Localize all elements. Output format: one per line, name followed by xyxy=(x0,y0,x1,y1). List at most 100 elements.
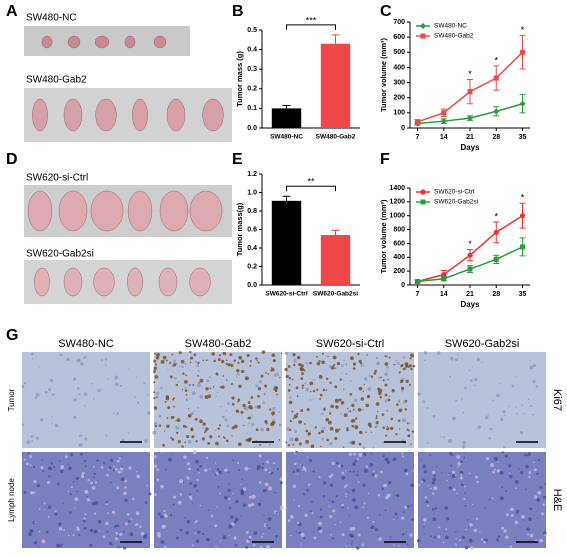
cell xyxy=(262,462,264,465)
cell xyxy=(411,430,415,433)
cell xyxy=(204,429,207,433)
cell xyxy=(432,414,436,418)
y-tick-label: 400 xyxy=(393,254,405,261)
cell xyxy=(188,467,191,471)
cell xyxy=(154,424,158,428)
cell xyxy=(192,384,195,387)
cell xyxy=(260,499,262,502)
cell xyxy=(206,379,210,383)
cell xyxy=(172,503,175,506)
micrograph xyxy=(22,352,150,448)
cell xyxy=(515,375,517,377)
cell xyxy=(196,364,199,368)
cell xyxy=(235,409,240,413)
cell xyxy=(49,378,54,383)
cell xyxy=(432,507,435,511)
cell xyxy=(153,366,157,370)
y-tick-label: 400 xyxy=(393,64,405,71)
cell xyxy=(401,533,405,536)
cell xyxy=(331,473,334,477)
cell xyxy=(177,500,182,505)
cell xyxy=(462,440,467,445)
cell xyxy=(353,363,356,366)
cell xyxy=(123,479,128,483)
cell xyxy=(456,530,459,533)
cell xyxy=(215,372,219,376)
cell xyxy=(505,535,509,539)
cell xyxy=(432,477,437,482)
cell xyxy=(345,493,348,495)
cell xyxy=(72,534,75,537)
cell xyxy=(365,431,367,434)
cell xyxy=(249,406,253,410)
cell xyxy=(255,357,258,360)
cell xyxy=(38,530,41,533)
cell xyxy=(526,533,530,536)
cell xyxy=(390,538,392,540)
cell xyxy=(236,376,238,378)
cell xyxy=(240,410,244,414)
y-tick-label: 1.2 xyxy=(247,171,257,178)
cell xyxy=(51,393,55,396)
cell xyxy=(260,427,264,432)
cell xyxy=(214,524,217,528)
cell xyxy=(217,485,220,488)
cell xyxy=(312,389,316,393)
cell xyxy=(396,494,400,498)
cell xyxy=(21,423,25,426)
cell xyxy=(274,491,277,494)
cell xyxy=(328,365,332,369)
cell xyxy=(320,429,324,434)
cell xyxy=(468,539,473,543)
cell xyxy=(219,540,222,542)
cell xyxy=(345,484,348,487)
cell xyxy=(349,533,353,538)
cell xyxy=(64,455,68,459)
cell xyxy=(48,475,51,478)
cell xyxy=(199,394,204,399)
cell xyxy=(265,372,267,374)
cell xyxy=(375,402,380,406)
cell xyxy=(496,393,500,398)
cell xyxy=(405,472,409,476)
cell xyxy=(386,425,389,428)
cell xyxy=(475,517,479,521)
cell xyxy=(384,372,388,377)
cell xyxy=(354,459,357,463)
cell xyxy=(285,363,288,366)
cell xyxy=(213,359,216,363)
cell xyxy=(305,429,309,433)
cell xyxy=(152,430,157,435)
cell xyxy=(340,464,344,468)
marker xyxy=(467,266,473,272)
cell xyxy=(360,397,365,401)
cell xyxy=(316,362,321,366)
cell xyxy=(233,359,236,363)
marker xyxy=(519,213,526,219)
cell xyxy=(216,505,219,508)
cell xyxy=(27,451,30,455)
cell xyxy=(409,533,413,537)
cell xyxy=(310,444,315,448)
cell xyxy=(21,385,25,388)
cell xyxy=(447,438,452,443)
tumor xyxy=(90,190,124,232)
cell xyxy=(176,418,181,423)
cell xyxy=(134,396,137,399)
cell xyxy=(272,418,275,422)
cell xyxy=(268,526,271,530)
legend-label: SW620-si-Ctrl xyxy=(434,189,475,196)
cell xyxy=(86,495,89,498)
cell xyxy=(153,381,156,384)
cell xyxy=(247,417,250,420)
x-tick-label: 21 xyxy=(466,291,474,298)
tumor xyxy=(63,98,83,132)
cell xyxy=(481,361,483,364)
cell xyxy=(216,391,219,394)
cell xyxy=(372,446,375,449)
cell xyxy=(202,422,206,426)
cell xyxy=(454,474,457,476)
cell xyxy=(165,468,167,471)
cell xyxy=(247,438,252,442)
cell xyxy=(312,378,315,381)
